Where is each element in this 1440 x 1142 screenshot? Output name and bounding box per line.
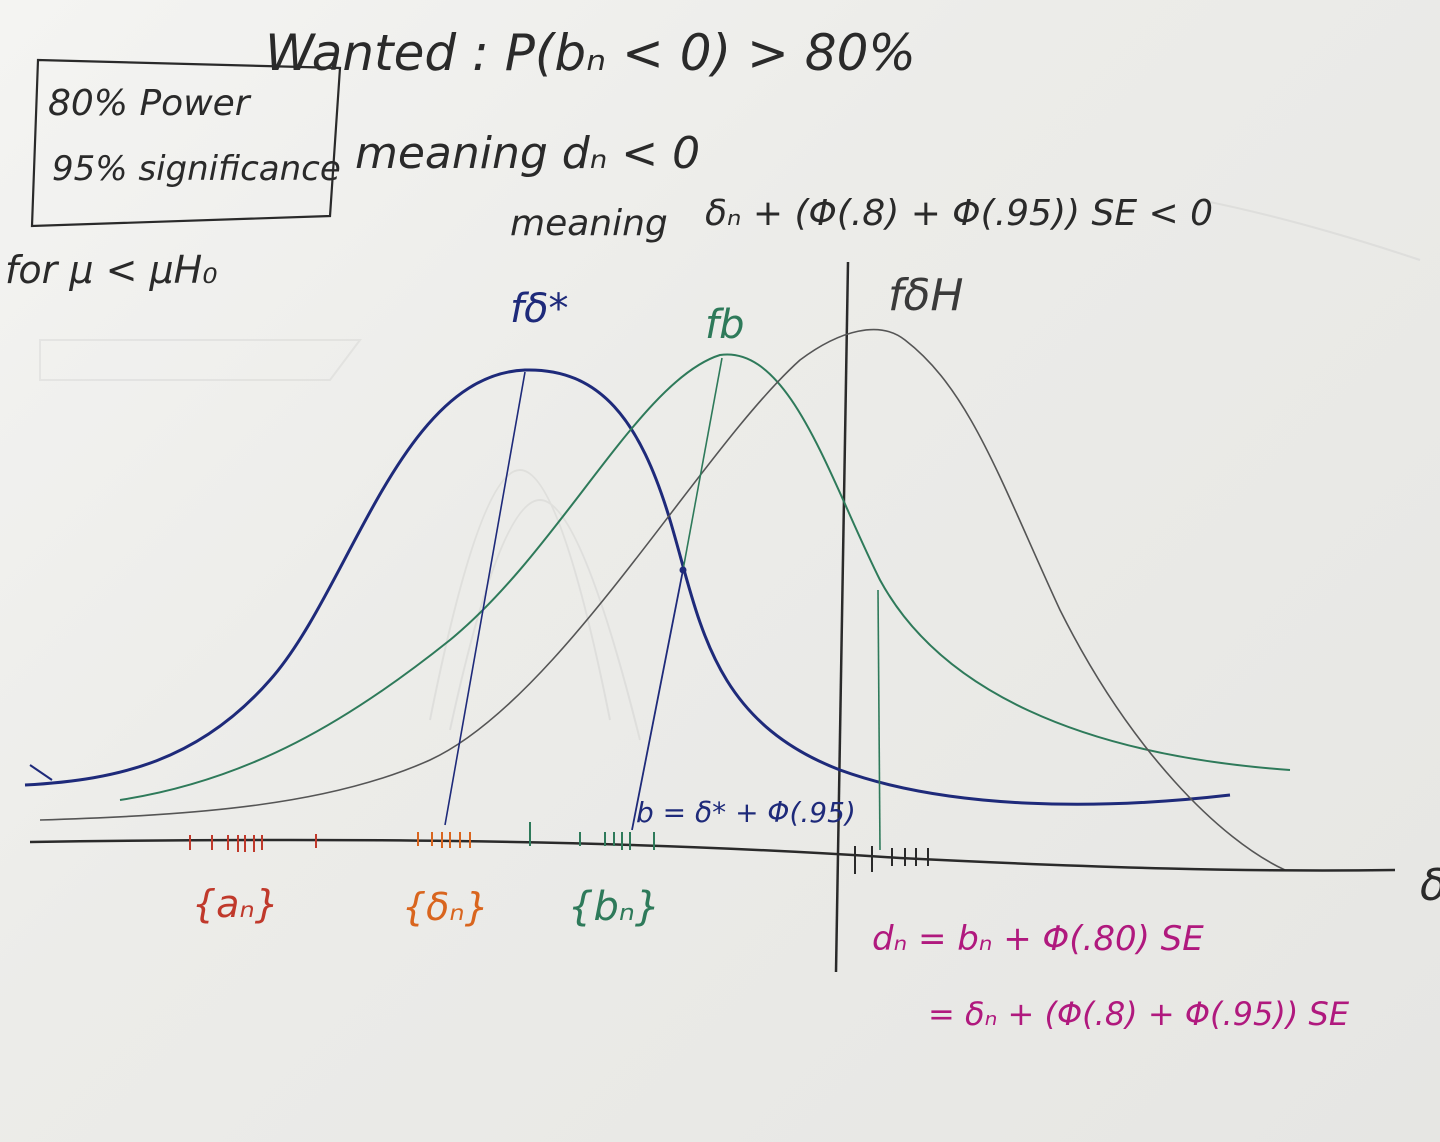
ticks-delta-n <box>417 832 471 848</box>
curve-f-delta-h <box>39 328 1286 871</box>
ticks-b-n <box>529 822 655 850</box>
set-a-n: {aₙ} <box>192 882 279 926</box>
note-box: 80% Power 95% significance <box>30 58 342 228</box>
axis-delta-symbol: δ <box>1420 860 1440 911</box>
meaning-delta-statement: δₙ + (Φ(.8) + Φ(.95)) SE < 0 <box>705 193 1213 234</box>
reference-vertical-line <box>834 261 850 973</box>
meaning-dn-statement: meaning dₙ < 0 <box>355 128 700 179</box>
dn-definition-line2: = δₙ + (Φ(.8) + Φ(.95)) SE <box>928 995 1350 1033</box>
meaning-word: meaning <box>510 203 668 244</box>
set-b-n: {bₙ} <box>568 884 660 930</box>
ticks-d-n <box>854 846 929 874</box>
curve-f-delta-star <box>24 368 1231 806</box>
dn-definition-line1: dₙ = bₙ + Φ(.80) SE <box>872 919 1204 959</box>
wanted-statement: Wanted : P(bₙ < 0) > 80% <box>265 24 916 82</box>
erased-ghost-marks <box>39 199 1421 741</box>
curve-f-b <box>119 353 1291 801</box>
b-intersection-dot <box>679 566 687 574</box>
label-f-delta-h: fδH <box>888 270 964 321</box>
curve-f-delta-star-tail <box>29 764 53 781</box>
note-power: 80% Power <box>48 83 252 124</box>
ticks-a-n <box>189 834 317 852</box>
label-f-delta-star: fδ* <box>510 286 569 332</box>
delta-axis <box>29 838 1396 872</box>
label-f-b: fb <box>705 302 744 348</box>
note-significance: 95% significance <box>52 149 341 189</box>
set-delta-n: {δₙ} <box>402 885 489 929</box>
condition-statement: for μ < μH₀ <box>5 248 218 292</box>
b-quantile-line <box>631 569 684 831</box>
b-mean-line <box>682 357 723 571</box>
dn-drop-line <box>877 589 881 851</box>
b-equation: b = δ* + Φ(.95) <box>636 796 856 829</box>
delta-star-mean-line <box>444 371 526 826</box>
